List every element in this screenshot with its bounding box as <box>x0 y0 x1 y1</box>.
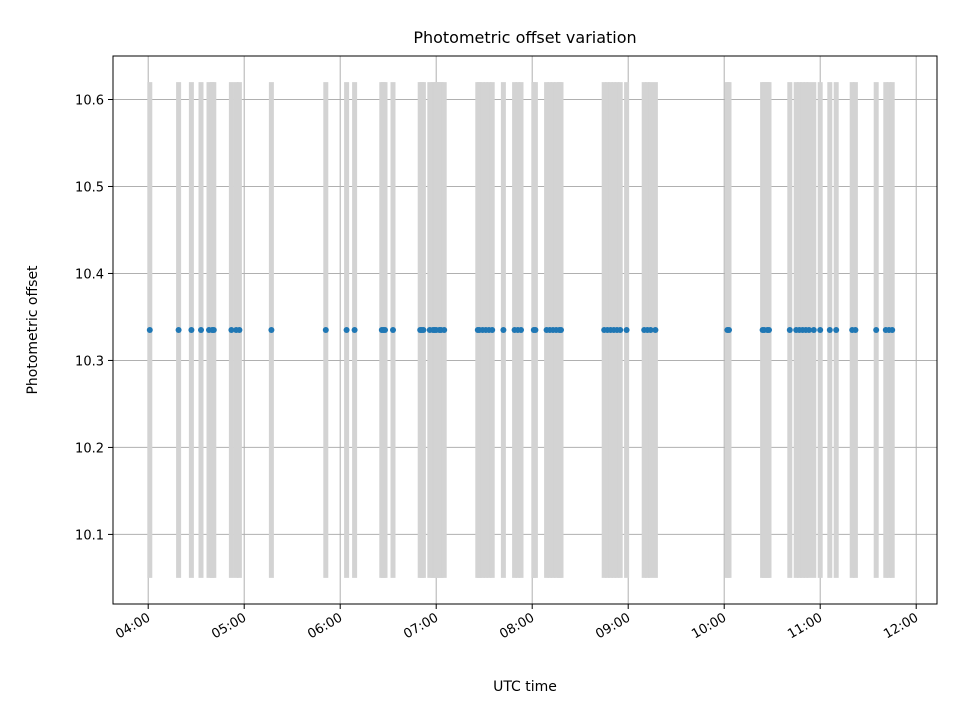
y-tick-label: 10.6 <box>75 93 104 108</box>
data-point <box>623 327 630 333</box>
data-point <box>826 327 833 333</box>
data-point <box>806 327 812 333</box>
y-axis-label: Photometric offset <box>25 265 41 395</box>
data-point <box>786 327 793 333</box>
data-point <box>833 327 840 333</box>
data-point <box>500 327 507 333</box>
data-points <box>146 327 896 333</box>
data-point <box>322 327 329 333</box>
y-tick-label: 10.2 <box>75 441 104 456</box>
y-axis-ticks: 10.1 10.2 10.3 10.4 10.5 10.6 <box>75 93 113 543</box>
data-point <box>489 327 496 333</box>
data-point <box>652 327 659 333</box>
y-tick-label: 10.3 <box>75 354 104 369</box>
data-point <box>817 327 824 333</box>
data-point <box>198 327 204 333</box>
data-point <box>852 327 859 333</box>
data-point <box>617 327 624 333</box>
data-point <box>766 327 772 333</box>
data-point <box>351 327 358 333</box>
data-point <box>726 327 732 333</box>
data-point <box>175 327 182 333</box>
data-point <box>558 327 564 333</box>
data-point <box>382 327 388 333</box>
data-point <box>810 327 817 333</box>
data-point <box>343 327 350 333</box>
y-tick-label: 10.1 <box>75 528 104 543</box>
data-point <box>268 327 275 333</box>
data-point <box>188 327 195 333</box>
data-point <box>889 327 896 333</box>
y-tick-label: 10.4 <box>75 267 104 282</box>
data-point <box>210 327 217 333</box>
data-point <box>518 327 524 333</box>
data-point <box>420 327 427 333</box>
chart-title: Photometric offset variation <box>413 28 636 47</box>
data-point <box>390 327 396 333</box>
x-axis-label: UTC time <box>493 679 557 695</box>
data-point <box>146 327 153 333</box>
data-point <box>236 327 243 333</box>
data-point <box>873 327 880 333</box>
y-tick-label: 10.5 <box>75 180 104 195</box>
data-point <box>441 327 448 333</box>
data-point <box>647 327 654 333</box>
data-point <box>532 327 539 333</box>
data-point <box>228 327 235 333</box>
plot-frame <box>112 55 938 605</box>
